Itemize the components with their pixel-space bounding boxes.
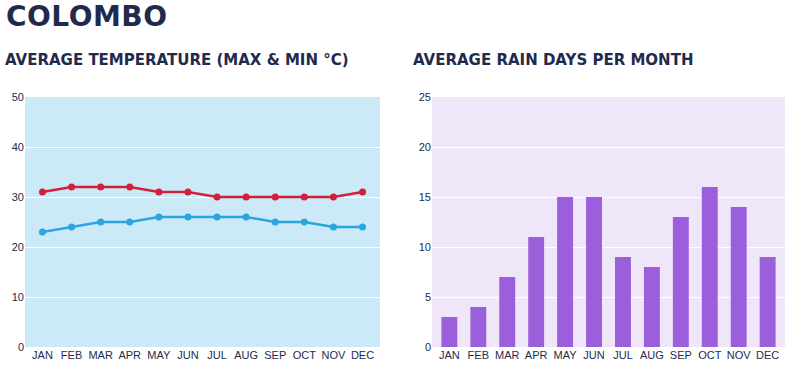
svg-text:10: 10 [419,241,431,253]
svg-text:SEP: SEP [670,349,692,361]
svg-text:15: 15 [419,191,431,203]
svg-text:NOV: NOV [727,349,752,361]
svg-text:40: 40 [12,141,24,153]
svg-text:MAY: MAY [554,349,578,361]
svg-text:DEC: DEC [756,349,779,361]
svg-text:50: 50 [12,91,24,103]
svg-text:APR: APR [525,349,548,361]
svg-text:30: 30 [12,191,24,203]
svg-text:20: 20 [419,141,431,153]
svg-text:JUN: JUN [583,349,604,361]
svg-text:FEB: FEB [61,349,82,361]
svg-text:AUG: AUG [234,349,258,361]
svg-text:AVERAGE TEMPERATURE (MAX & MIN: AVERAGE TEMPERATURE (MAX & MIN °C) [5,51,349,69]
svg-text:10: 10 [12,291,24,303]
svg-text:0: 0 [425,341,431,353]
svg-text:APR: APR [118,349,141,361]
svg-text:NOV: NOV [322,349,347,361]
svg-text:OCT: OCT [293,349,317,361]
svg-text:MAR: MAR [495,349,519,361]
svg-text:DEC: DEC [351,349,374,361]
svg-text:OCT: OCT [698,349,722,361]
svg-text:JUL: JUL [207,349,227,361]
svg-text:20: 20 [12,241,24,253]
svg-text:5: 5 [425,291,431,303]
svg-text:0: 0 [18,341,24,353]
svg-text:AUG: AUG [640,349,664,361]
svg-text:MAY: MAY [147,349,171,361]
svg-text:MAR: MAR [88,349,113,361]
svg-text:JAN: JAN [439,349,460,361]
svg-text:JUL: JUL [613,349,633,361]
svg-text:JAN: JAN [32,349,53,361]
html-text:COLOMBO: COLOMBO [6,0,168,33]
svg-text:FEB: FEB [468,349,489,361]
svg-text:SEP: SEP [264,349,286,361]
svg-text:25: 25 [419,91,431,103]
svg-text:AVERAGE RAIN DAYS PER MONTH: AVERAGE RAIN DAYS PER MONTH [413,51,693,69]
svg-text:JUN: JUN [177,349,198,361]
